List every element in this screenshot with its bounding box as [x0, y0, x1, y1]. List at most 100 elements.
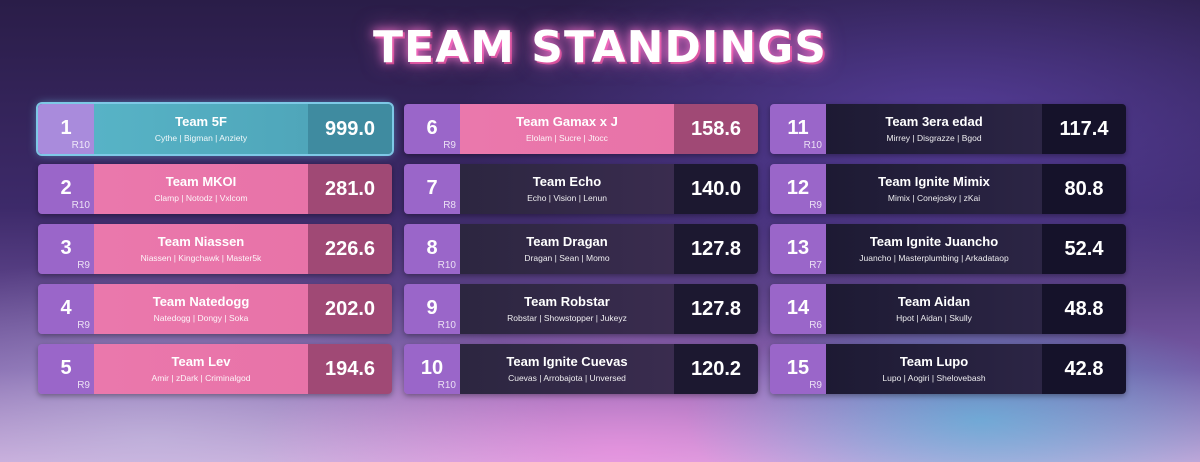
rank-cell: 9 R10 — [404, 284, 460, 334]
rank-number: 4 — [60, 297, 72, 319]
team-players: Cuevas | Arrobajota | Unversed — [508, 373, 626, 383]
rank-cell: 12 R9 — [770, 164, 826, 214]
standing-row: 11 R10 Team 3era edad Mirrey | Disgrazze |… — [770, 104, 1126, 154]
standing-row: 2 R10 Team MKOI Clamp | Notodz | Vxlcom 28… — [38, 164, 392, 214]
round-label: R9 — [77, 320, 90, 331]
team-score: 140.0 — [674, 164, 758, 214]
rank-cell: 7 R8 — [404, 164, 460, 214]
team-players: Mirrey | Disgrazze | Bgod — [886, 133, 982, 143]
team-cell: Team Echo Echo | Vision | Lenun — [460, 164, 674, 214]
rank-number: 7 — [426, 177, 438, 199]
team-players: Lupo | Aogiri | Shelovebash — [882, 373, 986, 383]
team-name: Team 3era edad — [885, 114, 983, 129]
team-cell: Team Robstar Robstar | Showstopper | Juke… — [460, 284, 674, 334]
round-label: R9 — [77, 260, 90, 271]
standing-row: 10 R10 Team Ignite Cuevas Cuevas | Arrobaj… — [404, 344, 758, 394]
team-cell: Team Gamax x J Elolam | Sucre | Jtocc — [460, 104, 674, 154]
rank-cell: 14 R6 — [770, 284, 826, 334]
rank-number: 9 — [426, 297, 438, 319]
team-cell: Team 3era edad Mirrey | Disgrazze | Bgod — [826, 104, 1042, 154]
rank-number: 11 — [787, 117, 809, 139]
team-cell: Team Lupo Lupo | Aogiri | Shelovebash — [826, 344, 1042, 394]
rank-number: 5 — [60, 357, 72, 379]
team-players: Robstar | Showstopper | Jukeyz — [507, 313, 627, 323]
round-label: R9 — [809, 380, 822, 391]
round-label: R10 — [803, 140, 822, 151]
team-score: 117.4 — [1042, 104, 1126, 154]
rank-number: 13 — [786, 237, 810, 259]
team-cell: Team Ignite Juancho Juancho | Masterplumb… — [826, 224, 1042, 274]
team-players: Echo | Vision | Lenun — [527, 193, 607, 203]
rank-cell: 11 R10 — [770, 104, 826, 154]
team-score: 127.8 — [674, 224, 758, 274]
round-label: R6 — [809, 320, 822, 331]
rank-cell: 1 R10 — [38, 104, 94, 154]
team-players: Niassen | Kingchawk | Master5k — [140, 253, 262, 263]
team-score: 48.8 — [1042, 284, 1126, 334]
standing-row: 5 R9 Team Lev Amir | zDark | Criminalgod 1… — [38, 344, 392, 394]
round-label: R9 — [77, 380, 90, 391]
rank-cell: 3 R9 — [38, 224, 94, 274]
team-score: 202.0 — [308, 284, 392, 334]
standing-row: 12 R9 Team Ignite Mimix Mimix | Conejosky … — [770, 164, 1126, 214]
team-players: Amir | zDark | Criminalgod — [151, 373, 251, 383]
team-name: Team Aidan — [897, 294, 971, 309]
standing-row: 8 R10 Team Dragan Dragan | Sean | Momo 127… — [404, 224, 758, 274]
rank-cell: 6 R9 — [404, 104, 460, 154]
round-label: R7 — [809, 260, 822, 271]
team-players: Mimix | Conejosky | zKai — [887, 193, 981, 203]
team-name: Team Niassen — [157, 234, 245, 249]
standing-row: 15 R9 Team Lupo Lupo | Aogiri | Shelovebas… — [770, 344, 1126, 394]
rank-number: 8 — [426, 237, 438, 259]
team-name: Team Gamax x J — [516, 114, 618, 129]
team-score: 158.6 — [674, 104, 758, 154]
rank-number: 14 — [786, 297, 810, 319]
team-score: 127.8 — [674, 284, 758, 334]
team-name: Team Natedogg — [152, 294, 250, 309]
round-label: R10 — [71, 200, 90, 211]
round-label: R10 — [437, 320, 456, 331]
team-score: 80.8 — [1042, 164, 1126, 214]
team-cell: Team Aidan Hpot | Aidan | Skully — [826, 284, 1042, 334]
team-name: Team Lev — [171, 354, 231, 369]
team-players: Natedogg | Dongy | Soka — [153, 313, 249, 323]
team-cell: Team MKOI Clamp | Notodz | Vxlcom — [94, 164, 308, 214]
team-players: Elolam | Sucre | Jtocc — [526, 133, 608, 143]
rank-cell: 4 R9 — [38, 284, 94, 334]
standing-row: 9 R10 Team Robstar Robstar | Showstopper |… — [404, 284, 758, 334]
team-players: Dragan | Sean | Momo — [524, 253, 610, 263]
team-name: Team MKOI — [165, 174, 237, 189]
standing-row: 4 R9 Team Natedogg Natedogg | Dongy | Soka… — [38, 284, 392, 334]
team-name: Team Robstar — [524, 294, 610, 309]
team-cell: Team Ignite Mimix Mimix | Conejosky | zKa… — [826, 164, 1042, 214]
standing-row: 7 R8 Team Echo Echo | Vision | Lenun 140.0 — [404, 164, 758, 214]
team-score: 226.6 — [308, 224, 392, 274]
team-name: Team Ignite Mimix — [878, 174, 990, 189]
round-label: R9 — [443, 140, 456, 151]
round-label: R10 — [71, 140, 90, 151]
round-label: R8 — [443, 200, 456, 211]
rank-number: 12 — [786, 177, 810, 199]
team-cell: Team Dragan Dragan | Sean | Momo — [460, 224, 674, 274]
team-players: Cythe | Bigman | Anziety — [154, 133, 248, 143]
round-label: R9 — [809, 200, 822, 211]
rank-number: 1 — [60, 117, 72, 139]
team-name: Team 5F — [175, 114, 227, 129]
team-players: Clamp | Notodz | Vxlcom — [154, 193, 248, 203]
rank-number: 6 — [426, 117, 438, 139]
rank-cell: 10 R10 — [404, 344, 460, 394]
rank-cell: 5 R9 — [38, 344, 94, 394]
round-label: R10 — [437, 260, 456, 271]
rank-cell: 13 R7 — [770, 224, 826, 274]
rank-number: 15 — [786, 357, 810, 379]
team-score: 999.0 — [308, 104, 392, 154]
page-title: TEAM STANDINGS — [373, 22, 827, 73]
team-cell: Team Lev Amir | zDark | Criminalgod — [94, 344, 308, 394]
rank-cell: 15 R9 — [770, 344, 826, 394]
standings-grid: 1 R10 Team 5F Cythe | Bigman | Anziety 999… — [36, 102, 1126, 394]
team-name: Team Lupo — [899, 354, 969, 369]
team-score: 52.4 — [1042, 224, 1126, 274]
team-name: Team Ignite Cuevas — [506, 354, 628, 369]
team-name: Team Dragan — [526, 234, 608, 249]
rank-cell: 8 R10 — [404, 224, 460, 274]
